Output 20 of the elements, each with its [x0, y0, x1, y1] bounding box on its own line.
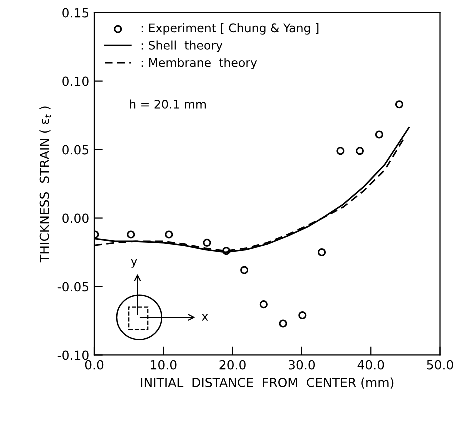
- y-tick-label: 0.10: [62, 76, 89, 86]
- y-tick-label: 0.05: [62, 145, 89, 155]
- y-tick-label: -0.05: [58, 282, 89, 292]
- annotation: x: [202, 314, 208, 321]
- x-tick-label: 10.0: [151, 360, 177, 370]
- legend-label: : Experiment [ Chung & Yang ]: [142, 23, 319, 35]
- x-tick-label: 0.0: [85, 360, 104, 370]
- y-tick-label: -0.10: [58, 350, 89, 360]
- x-tick-label: 30.0: [288, 360, 316, 370]
- x-axis-title: INITIAL DISTANCE FROM CENTER (mm): [141, 378, 394, 389]
- annotation: h = 20.1 mm: [130, 100, 206, 109]
- x-tick-label: 50.0: [427, 360, 454, 370]
- annotation: y: [131, 259, 138, 268]
- y-tick-label: 0.00: [62, 214, 89, 224]
- x-tick-label: 40.0: [358, 360, 384, 370]
- y-axis-title: THICKNESS STRAIN ( ε$_{t}$ ): [40, 106, 52, 263]
- y-tick-label: 0.15: [62, 8, 89, 18]
- legend-label: : Membrane theory: [142, 58, 258, 70]
- x-tick-label: 20.0: [220, 360, 246, 370]
- legend-label: : Shell theory: [142, 40, 223, 52]
